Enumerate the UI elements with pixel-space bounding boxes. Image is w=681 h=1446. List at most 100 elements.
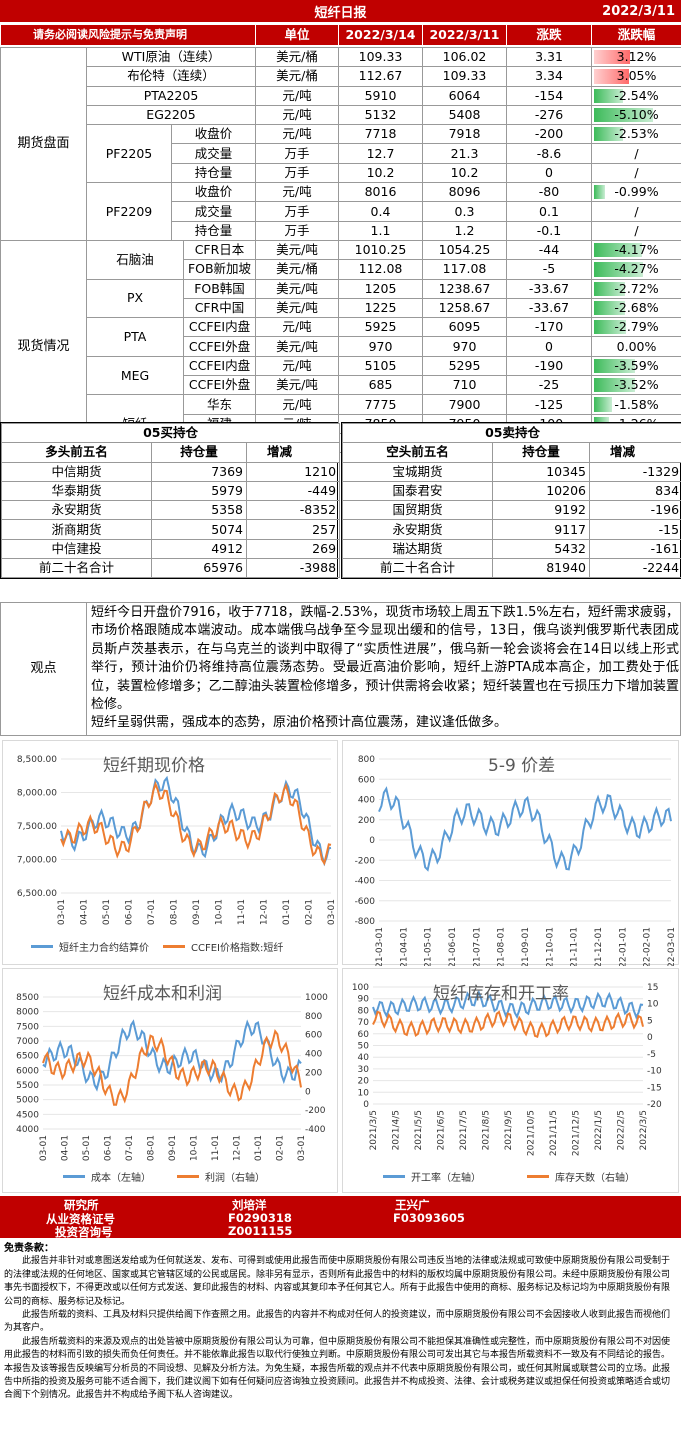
report-title: 短纤日报 [314, 5, 367, 21]
item-name: 成交量 [171, 201, 256, 222]
legend-s1: 成本（左轴） [91, 1173, 151, 1184]
table-row: 短纤华东元/吨 7775 7900 -125-1.58% [1, 394, 681, 454]
item-name: CCFEI外盘 [183, 336, 256, 357]
value1-cell: 112.08 [338, 259, 423, 280]
change-cell: -33.67 [506, 278, 592, 299]
x-tick-label: 10-01 [215, 899, 225, 925]
legend-swatch-orange [177, 1175, 199, 1178]
value2-cell: 1.2 [422, 220, 507, 241]
table-row: 华泰期货 5979 -449 [1, 480, 341, 502]
footer-r1c2: 刘培洋 [232, 1198, 267, 1212]
x-tick-label: 2021-10-01 [545, 927, 555, 966]
x-tick-label: 2021/3/5 [369, 1110, 379, 1150]
x-tick-label: 06-01 [125, 899, 135, 925]
x-tick-label: 2022/2/5 [617, 1110, 627, 1150]
y-tick-label: 90 [358, 995, 370, 1005]
x-tick-label: 08-01 [170, 899, 180, 925]
disclaimer-p2: 此报告所载的资料、工具及材料只提供给阁下作查照之用。此报告的内容并不构成对任何人… [4, 1310, 671, 1334]
position-change: 269 [245, 538, 341, 560]
col-unit: 单位 [255, 24, 339, 46]
x-tick-label: 03-01 [57, 899, 67, 925]
value1-cell: 5105 [338, 355, 423, 377]
item-name: PTA2205 [86, 85, 256, 106]
legend-swatch-blue [63, 1175, 85, 1178]
col-date2: 2022/3/11 [422, 24, 507, 46]
x-tick-label: 2021-05-01 [424, 927, 434, 966]
x-tick-label: 2021/8/5 [482, 1110, 492, 1150]
table-row: CCFEI外盘 美元/吨 685 710 -25 -3.52% [1, 375, 681, 396]
position-change: 257 [245, 519, 341, 540]
x-tick-label: 2021/11/5 [549, 1110, 559, 1156]
y-tick-label: 0 [363, 1100, 369, 1110]
position-change: -449 [245, 480, 341, 502]
y-tick-label: 8000 [16, 1008, 39, 1018]
position-change: -2244 [588, 558, 681, 579]
y-tick-label: 60 [358, 1030, 370, 1040]
x-tick-label: 01-01 [282, 899, 292, 925]
futures-section-label: 期货盘面 [0, 47, 87, 241]
x-tick-label: 09-01 [168, 1135, 178, 1161]
table-row: CCFEI外盘 美元/吨 970 970 0 0.00% [1, 336, 681, 357]
chart-cost-legend: 成本（左轴） 利润（右轴） [63, 1169, 265, 1184]
y2-tick-label: 0 [305, 1087, 311, 1097]
item-name: CCFEI外盘 [183, 375, 256, 396]
chart-inventory: 短纤库存和开工率 100 90 80 70 60 50 40 30 20 10 0 15 10 5 0 -5-… [342, 968, 679, 1193]
table-row: 浙商期货 5074 257 [1, 519, 341, 540]
x-tick-label: 07-01 [147, 899, 157, 925]
long-h1: 多头前五名 [1, 442, 152, 463]
item-name: CFR中国 [183, 297, 256, 319]
group-label: PTA [86, 317, 184, 357]
value2-cell: 7900 [422, 394, 507, 415]
x-tick-label: 04-01 [61, 1135, 71, 1161]
y-tick-label: 7,000.00 [17, 856, 57, 866]
position-change: -15 [588, 519, 681, 540]
table-row: 前二十名合计 65976 -3988 [1, 558, 341, 579]
position-change: 1210 [245, 461, 341, 482]
legend-swatch-blue [383, 1175, 405, 1178]
series-cost-line [42, 1019, 302, 1092]
table-row: 宝城期货 10345 -1329 [342, 461, 681, 482]
value2-cell: 106.02 [422, 46, 507, 68]
broker-name: 中信期货 [1, 461, 152, 482]
y-tick-label: 50 [358, 1042, 370, 1052]
x-tick-label: 2021/10/5 [527, 1110, 537, 1156]
pct-cell: -0.99% [591, 182, 681, 203]
item-name: 成交量 [171, 143, 256, 164]
y-tick-label: 4500 [16, 1110, 39, 1120]
positions-section: 05买持仓 多头前五名 持仓量 增减 中信期货 7369 1210 华泰期货 5979 -449 永… [0, 422, 681, 602]
x-tick-label: 2021-04-01 [399, 927, 409, 966]
value2-cell: 970 [422, 336, 507, 357]
short-h1: 空头前五名 [342, 442, 493, 463]
y-tick-label: 5000 [16, 1096, 39, 1106]
x-tick-label: 04-01 [80, 899, 90, 925]
y2-tick-label: 800 [305, 1012, 322, 1022]
y-tick-label: 5500 [16, 1081, 39, 1091]
legend-swatch-orange [527, 1175, 549, 1178]
y-tick-label: 6,500.00 [17, 889, 57, 899]
broker-name: 永安期货 [342, 519, 493, 540]
contract-label: PF2205 [86, 124, 172, 184]
disclaimer-p1: 此报告并非针对或意图送发给或为任何就送发、发布、可得到或使用此报告而使中原期货股… [4, 1256, 671, 1307]
long-h3: 增减 [245, 442, 341, 463]
y2-tick-label: -10 [647, 1067, 662, 1077]
item-name: 布伦特（连续） [86, 66, 256, 87]
short-h2: 持仓量 [492, 442, 590, 463]
chart-inventory-title: 短纤库存和开工率 [433, 984, 569, 1004]
view-paragraph-1: 短纤今日开盘价7916，收于7718，跌幅-2.53%，现货市场较上周五下跌1.… [91, 605, 679, 713]
y2-tick-label: 600 [305, 1031, 322, 1041]
value2-cell: 5295 [422, 355, 507, 377]
legend-swatch-blue [31, 945, 53, 948]
chart-cost-plot: 8500800075007000650060005500500045004000… [16, 993, 328, 1161]
position-value: 81940 [492, 558, 590, 579]
x-tick-label: 2021-06-01 [448, 927, 458, 966]
legend-s1: 开工率（左轴） [411, 1173, 481, 1184]
position-value: 9117 [492, 519, 590, 540]
value2-cell: 6064 [422, 85, 507, 106]
table-row: PX FOB韩国 美元/吨 1205 1238.67 -33.67 -2.72% [1, 278, 681, 319]
y-tick-label: 8,000.00 [17, 789, 57, 799]
position-value: 10206 [492, 480, 590, 502]
x-tick-label: 05-01 [102, 899, 112, 925]
x-tick-label: 2021-07-01 [472, 927, 482, 966]
risk-notice[interactable]: 请务必阅读风险提示与免责声明 [0, 24, 256, 46]
legend-s2: CCFEI价格指数:短纤 [191, 943, 284, 954]
